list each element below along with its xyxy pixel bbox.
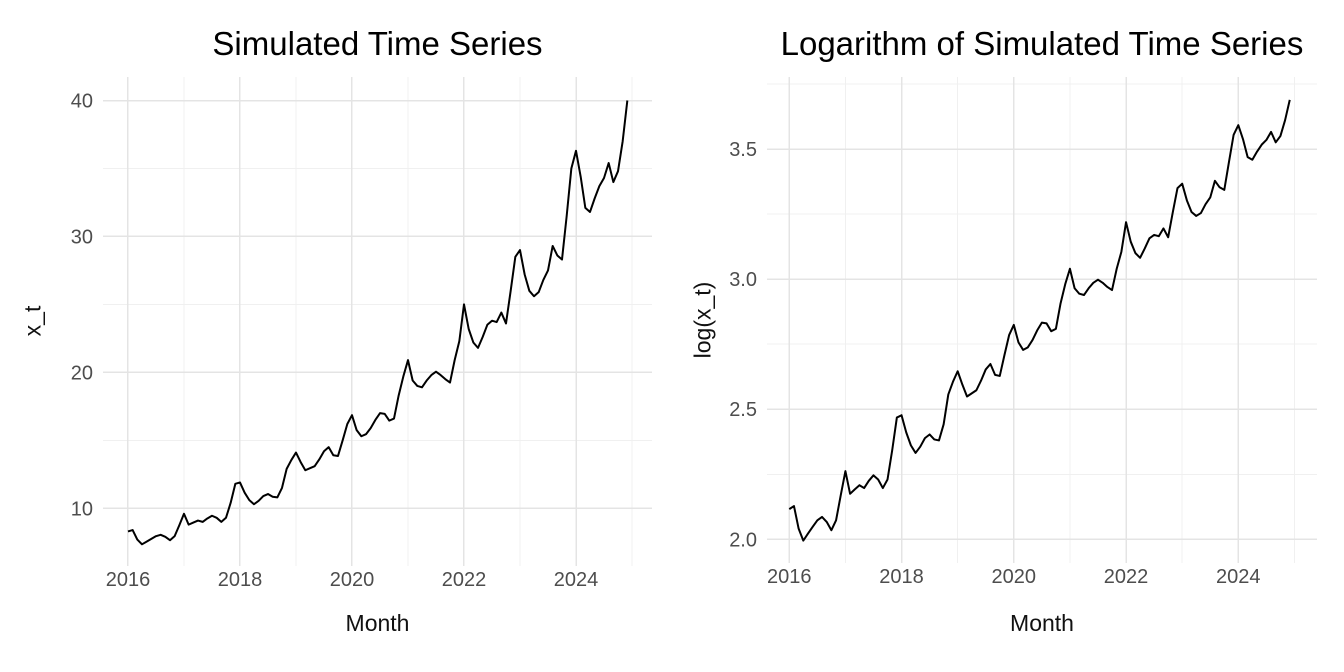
x-tick-label: 2024 (554, 569, 599, 591)
x-tick-label: 2020 (992, 566, 1037, 588)
left-plot-title: Simulated Time Series (212, 25, 543, 62)
x-tick-label: 2016 (767, 566, 812, 588)
x-tick-label: 2024 (1216, 566, 1261, 588)
y-tick-label: 2.0 (729, 529, 757, 551)
x-tick-label: 2016 (106, 569, 151, 591)
y-tick-label: 10 (71, 498, 93, 520)
y-tick-label: 20 (71, 362, 93, 384)
x-tick-label: 2022 (1104, 566, 1149, 588)
right-y-axis-title: log(x_t) (689, 281, 716, 359)
x-tick-label: 2020 (330, 569, 375, 591)
y-tick-label: 2.5 (729, 399, 757, 421)
y-tick-label: 3.0 (729, 269, 757, 291)
x-tick-label: 2018 (218, 569, 263, 591)
y-tick-label: 30 (71, 226, 93, 248)
series-line (127, 100, 629, 546)
x-tick-label: 2022 (442, 569, 487, 591)
right-plot-title: Logarithm of Simulated Time Series (780, 25, 1304, 62)
left-x-axis-title: Month (345, 610, 410, 636)
y-tick-label: 3.5 (729, 139, 757, 161)
x-tick-label: 2018 (879, 566, 924, 588)
y-tick-label: 40 (71, 91, 93, 113)
left-y-axis-title: x_t (19, 305, 46, 337)
series-line (788, 99, 1291, 542)
right-x-axis-title: Month (1010, 610, 1074, 636)
